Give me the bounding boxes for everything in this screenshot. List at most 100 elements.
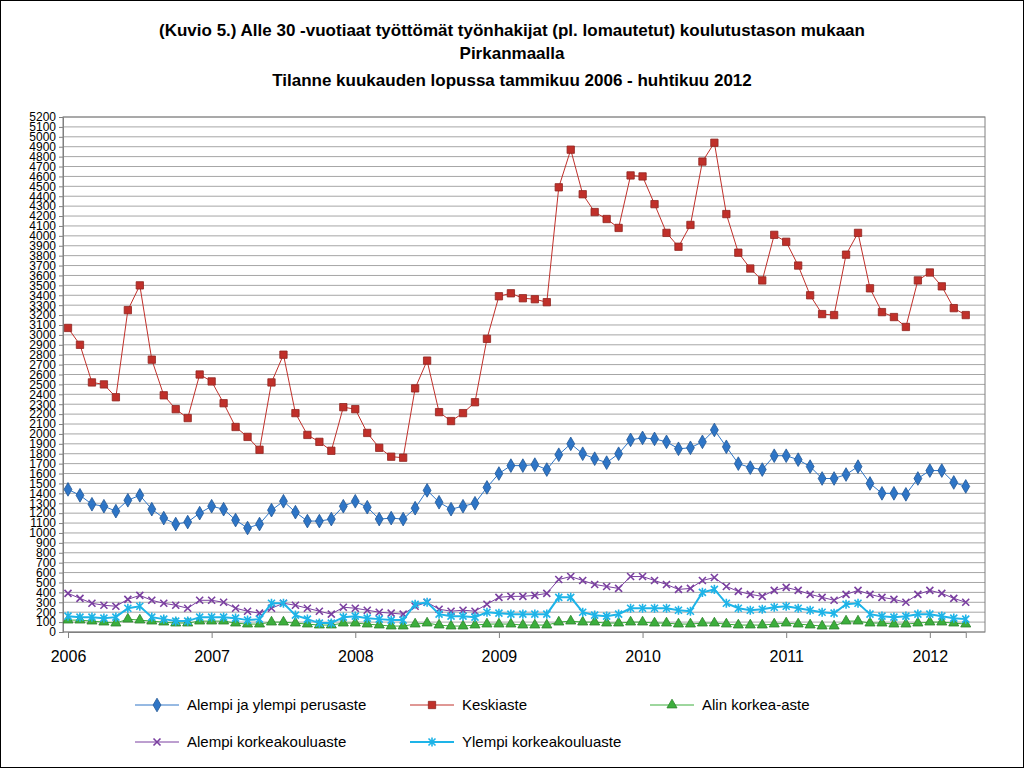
marker <box>853 615 863 624</box>
marker <box>843 600 850 609</box>
grid-line <box>63 225 985 226</box>
marker <box>148 613 155 622</box>
marker <box>795 604 802 613</box>
marker <box>507 593 514 600</box>
marker <box>124 604 131 613</box>
marker <box>136 282 143 289</box>
y-tick-mark <box>59 137 63 138</box>
grid-line <box>63 315 985 316</box>
marker <box>723 210 730 217</box>
marker <box>352 612 359 621</box>
marker <box>710 423 718 437</box>
grid-line <box>63 503 985 504</box>
legend: Alempi ja ylempi perusaste Keskiaste Alin … <box>135 696 810 750</box>
marker <box>423 484 431 498</box>
marker <box>495 594 502 601</box>
subtitle: Tilanne kuukauden lopussa tammikuu 2006 … <box>272 71 752 90</box>
series-line <box>68 577 966 615</box>
marker <box>268 599 275 608</box>
marker <box>507 290 514 297</box>
marker <box>220 502 228 516</box>
marker <box>962 480 970 494</box>
marker <box>842 468 850 482</box>
marker <box>793 618 803 627</box>
marker <box>890 613 897 622</box>
grid-line <box>63 275 985 276</box>
marker <box>854 460 862 474</box>
marker <box>76 595 83 602</box>
marker <box>256 517 264 531</box>
marker <box>687 607 694 616</box>
y-tick-mark <box>59 117 63 118</box>
marker <box>950 614 957 623</box>
marker <box>687 221 694 228</box>
y-tick-mark <box>59 196 63 197</box>
y-tick-mark <box>59 246 63 247</box>
marker <box>316 438 323 445</box>
grid-line <box>63 324 985 325</box>
marker <box>962 311 969 318</box>
marker <box>579 191 586 198</box>
marker <box>841 615 851 624</box>
y-tick-mark <box>59 503 63 504</box>
grid-line <box>63 216 985 217</box>
marker <box>268 379 275 386</box>
y-tick-mark <box>59 394 63 395</box>
marker <box>819 594 826 601</box>
marker <box>603 612 610 621</box>
legend-label: Alempi ja ylempi perusaste <box>187 696 366 713</box>
marker <box>542 619 552 628</box>
marker <box>938 464 946 478</box>
legend-item: Keskiaste <box>410 696 527 713</box>
marker <box>184 617 191 626</box>
y-tick-mark <box>59 206 63 207</box>
grid-line <box>63 176 985 177</box>
marker <box>459 499 467 513</box>
marker <box>638 616 648 625</box>
marker <box>747 591 754 598</box>
marker <box>675 442 683 456</box>
x-tick: 2008 <box>338 632 374 665</box>
marker <box>722 440 730 454</box>
grid-line <box>63 572 985 573</box>
grid-line <box>63 384 985 385</box>
y-tick-mark <box>59 592 63 593</box>
marker <box>783 602 790 611</box>
marker <box>567 437 575 451</box>
marker <box>531 458 539 472</box>
y-tick-mark <box>59 573 63 574</box>
marker <box>519 295 526 302</box>
marker <box>962 599 969 606</box>
grid <box>63 117 985 632</box>
marker <box>639 431 647 445</box>
y-tick-mark <box>59 345 63 346</box>
y-tick-mark <box>59 493 63 494</box>
legend-marker <box>429 737 436 746</box>
grid-line <box>63 453 985 454</box>
marker <box>208 378 215 385</box>
legend-marker <box>154 739 161 746</box>
marker <box>364 614 371 623</box>
x-tick: 2010 <box>625 632 661 665</box>
y-axis: 0100200300400500600700800900100011001200… <box>29 110 63 639</box>
marker <box>112 613 119 622</box>
grid-line <box>63 354 985 355</box>
marker <box>603 583 610 590</box>
marker <box>412 600 419 609</box>
marker <box>160 392 167 399</box>
y-tick-mark <box>59 474 63 475</box>
marker <box>304 605 311 612</box>
grid-line <box>63 196 985 197</box>
chart: (Kuvio 5.) Alle 30 -vuotiaat työttömät t… <box>0 0 1024 768</box>
y-tick-mark <box>59 513 63 514</box>
grid-line <box>63 136 985 137</box>
marker <box>244 616 251 625</box>
marker <box>855 587 862 594</box>
marker <box>687 585 694 592</box>
x-axis-line <box>69 633 967 639</box>
marker <box>280 351 287 358</box>
marker <box>735 249 742 256</box>
legend-item: Alin korkea-aste <box>650 696 810 713</box>
marker <box>663 581 670 588</box>
x-tick: 2012 <box>913 632 949 665</box>
